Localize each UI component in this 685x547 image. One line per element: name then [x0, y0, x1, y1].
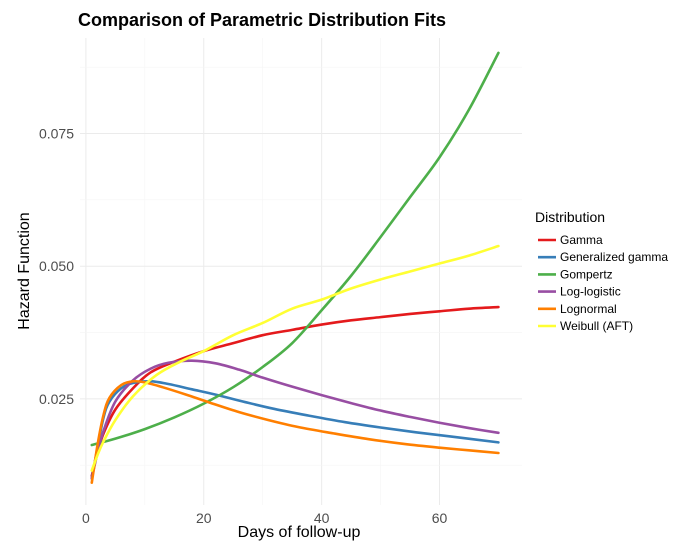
- legend-label-lognormal: Lognormal: [560, 302, 617, 316]
- legend-label-gompertz: Gompertz: [560, 267, 613, 281]
- y-tick-label: 0.025: [39, 391, 74, 407]
- legend-label-log-logistic: Log-logistic: [560, 285, 621, 299]
- legend-label-gamma: Gamma: [560, 233, 603, 247]
- x-axis-ticks: 0 20 40 60: [82, 510, 447, 526]
- legend-label-weibull-aft: Weibull (AFT): [560, 319, 633, 333]
- series-line-gompertz: [90, 51, 500, 447]
- series-line-gamma: [90, 305, 500, 478]
- legend-label-generalized-gamma: Generalized gamma: [560, 250, 668, 264]
- x-tick-label: 40: [314, 510, 330, 526]
- series-line-log-logistic: [90, 359, 500, 480]
- legend-title: Distribution: [535, 209, 605, 225]
- y-tick-label: 0.075: [39, 126, 74, 142]
- y-tick-label: 0.050: [39, 258, 74, 274]
- grid: [80, 38, 522, 505]
- y-axis-title: Hazard Function: [16, 212, 33, 329]
- x-tick-label: 0: [82, 510, 90, 526]
- series-line-weibull-aft: [90, 244, 500, 472]
- x-tick-label: 20: [196, 510, 212, 526]
- y-axis-ticks: 0.025 0.050 0.075: [39, 126, 74, 407]
- x-tick-label: 60: [432, 510, 448, 526]
- legend: Distribution Gamma Generalized gamma Gompe…: [535, 209, 668, 333]
- series-layer: [90, 51, 500, 485]
- x-axis-title: Days of follow-up: [238, 524, 361, 541]
- series-line-generalized-gamma: [90, 380, 500, 480]
- chart-title: Comparison of Parametric Distribution Fi…: [78, 10, 446, 30]
- series-line-lognormal: [90, 379, 500, 485]
